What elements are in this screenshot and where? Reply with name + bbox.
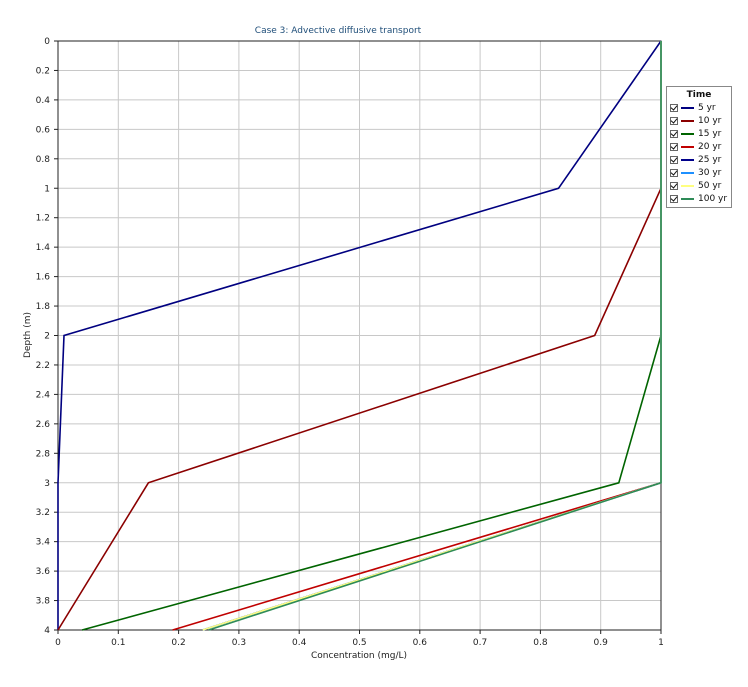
series-line-100-yr [208,41,662,631]
x-axis-ticks: 0 0.1 0.2 0.3 0.4 0.5 0.6 0.7 0.8 0.9 1 [55,630,664,648]
legend-swatch [681,197,694,200]
legend-checkbox[interactable] [670,194,678,203]
y-tick-label: 0.8 [36,155,51,165]
legend-item-5-yr[interactable]: 5 yr [667,101,731,114]
y-tick-label: 1.2 [36,214,50,224]
legend-label: 20 yr [698,141,722,152]
y-tick-label: 0.4 [36,96,51,106]
legend: Time 5 yr 10 yr 15 yr 20 yr 25 yr 30 yr 50 yr 1… [666,86,732,208]
legend-item-25-yr[interactable]: 25 yr [667,153,731,166]
series-lines [57,40,662,631]
legend-checkbox[interactable] [670,181,678,190]
legend-item-15-yr[interactable]: 15 yr [667,127,731,140]
series-line-10-yr [57,187,662,631]
legend-label: 25 yr [698,154,722,165]
y-axis-label: Depth (m) [23,312,33,358]
x-tick-label: 0.5 [352,638,366,648]
y-tick-label: 0.6 [36,125,51,135]
legend-label: 100 yr [698,193,728,204]
y-tick-label: 1.4 [36,243,51,253]
legend-checkbox[interactable] [670,129,678,138]
y-tick-label: 3.6 [36,567,51,577]
legend-item-20-yr[interactable]: 20 yr [667,140,731,153]
legend-items: 5 yr 10 yr 15 yr 20 yr 25 yr 30 yr 50 yr 100 yr [667,101,731,205]
y-tick-label: 2.8 [36,449,51,459]
y-tick-label: 2 [44,332,50,342]
y-tick-label: 2.6 [36,420,51,430]
x-tick-label: 0.2 [171,638,185,648]
legend-checkbox[interactable] [670,142,678,151]
legend-title: Time [686,90,712,100]
legend-swatch [681,158,694,161]
x-axis-label: Concentration (mg/L) [311,651,407,661]
series-line-5-yr [57,40,662,630]
x-tick-label: 0.1 [111,638,125,648]
legend-swatch [681,145,694,148]
y-tick-label: 4 [44,626,50,636]
y-tick-label: 3 [44,479,50,489]
y-tick-label: 3.8 [36,597,51,607]
legend-label: 30 yr [698,167,722,178]
y-axis-ticks: 0 0.2 0.4 0.6 0.8 1 1.2 1.4 1.6 1.8 2 2.2 2.4 2.6 2.8 3… [36,37,58,636]
legend-swatch [681,171,694,174]
legend-swatch [681,119,694,122]
chart-title: Case 3: Advective diffusive transport [255,26,422,36]
legend-label: 10 yr [698,115,722,126]
legend-swatch [681,132,694,135]
x-tick-label: 0 [55,638,61,648]
y-tick-label: 1 [44,184,50,194]
legend-swatch [681,106,694,109]
y-tick-label: 0 [44,37,50,47]
x-tick-label: 1 [658,638,664,648]
y-tick-label: 2.2 [36,361,50,371]
x-tick-label: 0.7 [473,638,487,648]
x-tick-label: 0.8 [533,638,548,648]
legend-checkbox[interactable] [670,168,678,177]
legend-label: 50 yr [698,180,722,191]
x-tick-label: 0.6 [413,638,428,648]
legend-swatch [681,184,694,187]
legend-checkbox[interactable] [670,116,678,125]
legend-item-100-yr[interactable]: 100 yr [667,192,731,205]
y-tick-label: 1.8 [36,302,51,312]
x-tick-label: 0.3 [232,638,246,648]
y-tick-label: 1.6 [36,273,51,283]
y-tick-label: 2.4 [36,390,51,400]
legend-label: 5 yr [698,102,716,113]
legend-item-30-yr[interactable]: 30 yr [667,166,731,179]
y-tick-label: 0.2 [36,66,50,76]
x-tick-label: 0.9 [594,638,609,648]
y-tick-label: 3.2 [36,508,50,518]
legend-item-10-yr[interactable]: 10 yr [667,114,731,127]
legend-label: 15 yr [698,128,722,139]
legend-item-50-yr[interactable]: 50 yr [667,179,731,192]
legend-checkbox[interactable] [670,103,678,112]
x-tick-label: 0.4 [292,638,307,648]
legend-checkbox[interactable] [670,155,678,164]
y-tick-label: 3.4 [36,538,51,548]
grid-lines [57,40,662,631]
